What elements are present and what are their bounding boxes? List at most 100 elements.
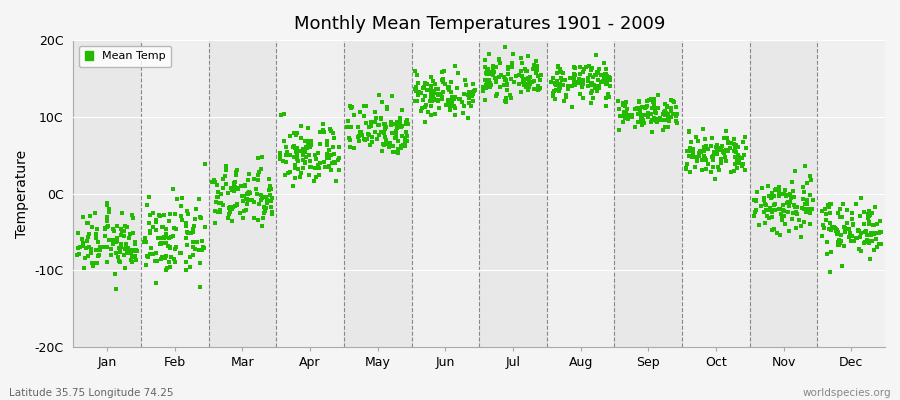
Point — [547, 87, 562, 94]
Point — [363, 132, 377, 139]
Point — [129, 247, 143, 254]
Point — [192, 247, 206, 253]
Point — [778, 193, 793, 199]
Point — [854, 230, 868, 236]
Point — [148, 217, 163, 223]
Point — [631, 106, 645, 112]
Point — [303, 144, 318, 150]
Point — [328, 160, 342, 166]
Point — [168, 246, 183, 252]
Point — [634, 122, 649, 128]
Point — [862, 213, 877, 219]
Point — [573, 79, 588, 86]
Point — [181, 211, 195, 217]
Point — [644, 97, 659, 104]
Point — [562, 83, 576, 89]
Point — [630, 119, 644, 126]
Point — [190, 239, 204, 245]
Point — [351, 134, 365, 140]
Point — [435, 96, 449, 102]
Point — [302, 152, 317, 158]
Point — [264, 198, 278, 205]
Point — [370, 136, 384, 143]
Point — [418, 80, 433, 86]
Point — [511, 81, 526, 88]
Point — [497, 82, 511, 88]
Point — [833, 238, 848, 244]
Point — [827, 224, 842, 230]
Point — [316, 127, 330, 133]
Point — [819, 210, 833, 217]
Point — [528, 70, 543, 76]
Point — [840, 207, 854, 214]
Point — [431, 86, 446, 93]
Point — [642, 97, 656, 103]
Point — [598, 71, 613, 78]
Point — [320, 155, 334, 161]
Point — [635, 115, 650, 122]
Point — [332, 167, 347, 173]
Point — [154, 241, 168, 248]
Point — [148, 219, 163, 225]
Point — [169, 243, 184, 250]
Point — [98, 225, 112, 232]
Point — [776, 202, 790, 208]
Point — [222, 209, 237, 215]
Point — [109, 250, 123, 256]
Point — [770, 186, 784, 192]
Point — [124, 250, 139, 256]
Point — [417, 84, 431, 90]
Point — [493, 72, 508, 78]
Point — [649, 109, 663, 116]
Point — [530, 63, 544, 69]
Point — [296, 152, 310, 158]
Point — [837, 243, 851, 250]
Point — [863, 238, 878, 244]
Point — [97, 233, 112, 239]
Point — [689, 154, 704, 160]
Point — [589, 52, 603, 58]
Point — [294, 122, 309, 129]
Point — [289, 149, 303, 155]
Point — [874, 240, 888, 247]
Point — [681, 129, 696, 136]
Point — [620, 106, 634, 112]
Point — [372, 131, 386, 138]
Point — [824, 223, 839, 230]
Point — [225, 218, 239, 224]
Point — [343, 103, 357, 110]
Point — [590, 76, 605, 83]
Point — [185, 229, 200, 236]
Point — [661, 113, 675, 120]
Point — [482, 70, 496, 77]
Point — [425, 97, 439, 104]
Point — [179, 223, 194, 229]
Point — [117, 228, 131, 234]
Point — [482, 76, 496, 83]
Point — [193, 283, 207, 290]
Point — [488, 75, 502, 81]
Point — [104, 237, 119, 243]
Point — [419, 87, 434, 94]
Point — [388, 121, 402, 128]
Point — [867, 222, 881, 228]
Point — [148, 258, 162, 264]
Point — [835, 200, 850, 207]
Point — [316, 159, 330, 165]
Point — [782, 202, 796, 209]
Point — [738, 166, 752, 173]
Point — [448, 112, 463, 118]
Point — [293, 170, 308, 177]
Point — [567, 70, 581, 77]
Point — [598, 102, 613, 109]
Point — [827, 224, 842, 230]
Point — [517, 75, 531, 82]
Point — [760, 213, 774, 220]
Point — [262, 176, 276, 182]
Point — [361, 131, 375, 138]
Point — [359, 103, 374, 109]
Point — [437, 81, 452, 87]
Point — [408, 98, 422, 104]
Point — [291, 166, 305, 172]
Point — [796, 206, 811, 212]
